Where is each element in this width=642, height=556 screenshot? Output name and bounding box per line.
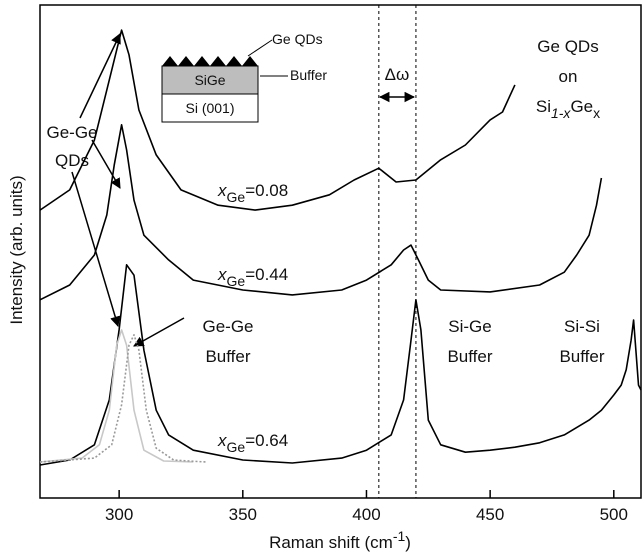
y-axis-label: Intensity (arb. units) bbox=[7, 175, 26, 324]
x-tick-label: 350 bbox=[229, 505, 257, 524]
peak-label: Si-Ge bbox=[448, 317, 491, 336]
qd-label: Ge-Ge bbox=[46, 123, 97, 142]
sample-label: Ge QDs bbox=[537, 37, 598, 56]
peak-label: Si-Si bbox=[564, 317, 600, 336]
peak-label: Ge-Ge bbox=[202, 317, 253, 336]
peak-label: Buffer bbox=[205, 347, 250, 366]
spectrum-line bbox=[39, 329, 194, 463]
inset-layer: SiGe bbox=[194, 72, 225, 88]
curve-label: xGe=0.64 bbox=[217, 431, 288, 455]
peak-label: Buffer bbox=[559, 347, 604, 366]
x-tick-label: 400 bbox=[352, 505, 380, 524]
inset-substrate: Si (001) bbox=[185, 100, 234, 116]
curve-label: xGe=0.08 bbox=[217, 181, 288, 205]
inset-buffer: Buffer bbox=[290, 67, 327, 83]
sample-label: Si1-xGex bbox=[536, 97, 600, 121]
pointer bbox=[247, 39, 273, 57]
x-tick-label: 500 bbox=[600, 505, 628, 524]
sample-label: on bbox=[559, 67, 578, 86]
x-tick-label: 300 bbox=[105, 505, 133, 524]
curve-label: xGe=0.44 bbox=[217, 265, 288, 289]
inset-top: Ge QDs bbox=[272, 31, 323, 47]
qd-label: QDs bbox=[55, 151, 89, 170]
inset-diagram bbox=[161, 56, 259, 123]
spectrum-line bbox=[39, 29, 516, 211]
x-axis-label: Raman shift (cm-1) bbox=[269, 528, 411, 552]
plot-frame bbox=[39, 4, 642, 499]
peak-label: Buffer bbox=[447, 347, 492, 366]
delta-label: Δω bbox=[385, 65, 410, 84]
x-tick-label: 450 bbox=[476, 505, 504, 524]
spectrum-line bbox=[39, 124, 603, 301]
spectrum-line bbox=[39, 264, 642, 466]
spectrum-line bbox=[39, 334, 206, 463]
